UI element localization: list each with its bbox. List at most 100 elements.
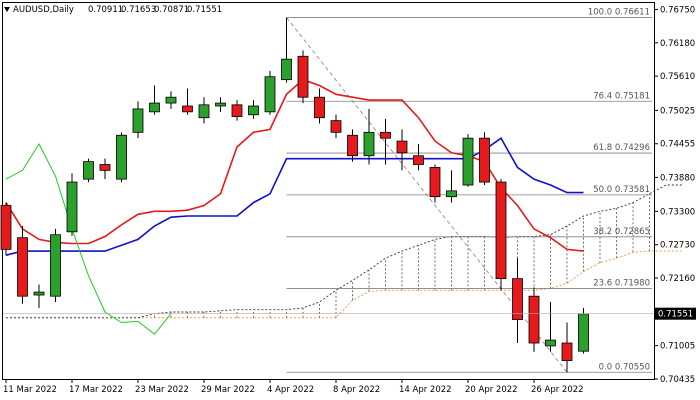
candle-body	[0, 205, 12, 250]
bull-candle	[545, 302, 556, 352]
fibo-level-label: 38.2 0.72865	[593, 227, 650, 237]
bull-candle	[462, 134, 474, 187]
open-value: 0.70911	[88, 5, 123, 15]
candle-body	[281, 58, 292, 81]
y-tick-label: 0.76750	[660, 5, 695, 15]
x-tick-label: 23 Mar 2022	[135, 385, 189, 395]
fibonacci-retracement[interactable]: 100.0 0.76611 76.4 0.75181 61.8 0.74296 50.…	[286, 8, 653, 373]
current-price-label: 0.71551	[658, 310, 693, 320]
x-axis: 11 Mar 2022 17 Mar 2022 23 Mar 2022 29 Mar …	[3, 379, 584, 395]
bear-candle	[0, 202, 12, 256]
bear-candle	[495, 179, 507, 291]
bear-candle	[99, 158, 111, 180]
x-tick-label: 14 Apr 2022	[399, 385, 452, 395]
x-tick-label: 26 Apr 2022	[531, 385, 584, 395]
candle-body	[314, 96, 325, 119]
y-tick-label: 0.72160	[660, 274, 695, 284]
candle-body	[363, 131, 375, 157]
bear-candle	[182, 88, 193, 115]
candle-body	[215, 102, 226, 107]
bull-candle	[165, 91, 177, 109]
bull-candle	[132, 101, 144, 139]
candle-body	[182, 105, 193, 113]
bear-candle	[347, 129, 358, 162]
candle-body	[33, 291, 45, 296]
candle-body	[297, 55, 309, 98]
y-axis: 0.76750 0.76180 0.75610 0.75025 0.74455 0.738…	[3, 5, 696, 385]
y-tick-label: 0.75025	[660, 106, 695, 116]
collapse-arrow-icon[interactable]	[4, 7, 10, 12]
candle-body	[528, 295, 540, 344]
y-tick-label: 0.70435	[660, 375, 695, 385]
candle-body	[429, 167, 441, 198]
candle-body	[99, 164, 111, 171]
bear-candle	[314, 88, 325, 124]
chikou-line	[5, 142, 172, 335]
bull-candle	[446, 170, 457, 203]
candle-body	[578, 313, 589, 352]
bull-candle	[578, 307, 589, 354]
bull-candle	[363, 108, 375, 165]
bear-candle	[413, 144, 424, 171]
candle-body	[380, 131, 391, 139]
x-tick-label: 29 Mar 2022	[201, 385, 255, 395]
y-tick-label: 0.72730	[660, 241, 695, 251]
low-value: 0.70871	[154, 5, 189, 15]
bear-candle	[297, 50, 309, 104]
fibo-level-label: 100.0 0.76611	[588, 8, 650, 18]
candle-body	[149, 102, 160, 113]
y-tick-label: 0.71005	[660, 342, 695, 352]
candle-body	[495, 181, 507, 280]
bear-candle	[561, 322, 573, 373]
bull-candle	[248, 100, 259, 119]
candle-body	[479, 137, 490, 183]
x-tick-label: 8 Apr 2022	[333, 385, 380, 395]
high-value: 0.71653	[121, 5, 156, 15]
senkou-span-b-line	[6, 184, 683, 319]
x-tick-label: 17 Mar 2022	[69, 385, 123, 395]
bear-candle	[396, 129, 408, 171]
bear-candle	[512, 258, 523, 344]
bull-candle	[66, 173, 78, 236]
bull-candle	[215, 97, 226, 112]
bear-candle	[17, 225, 28, 304]
candle-body	[264, 76, 276, 113]
bull-candle	[281, 17, 292, 83]
symbol-label: AUDUSD,Daily	[13, 5, 74, 15]
fibo-level-label: 76.4 0.75181	[593, 91, 650, 101]
y-tick-label: 0.74455	[660, 140, 695, 150]
bull-candle	[83, 158, 94, 183]
fibo-level-label: 50.0 0.73581	[593, 185, 650, 195]
close-value: 0.71551	[187, 5, 222, 15]
candle-body	[561, 342, 573, 361]
candle-body	[83, 161, 94, 180]
candle-body	[413, 155, 424, 165]
fibo-level-label: 23.6 0.71980	[593, 279, 650, 289]
candle-body	[116, 134, 127, 180]
bull-candle	[33, 284, 45, 308]
candle-body	[17, 237, 28, 297]
candle-body	[198, 104, 210, 119]
bull-candle	[50, 228, 61, 303]
candle-body	[231, 104, 243, 117]
x-tick-label: 20 Apr 2022	[465, 385, 518, 395]
x-tick-label: 4 Apr 2022	[267, 385, 314, 395]
candle-body	[330, 120, 342, 133]
y-tick-label: 0.73880	[660, 173, 695, 183]
candle-body	[462, 137, 474, 186]
current-price-box	[655, 307, 696, 320]
candlestick-series	[0, 17, 589, 373]
y-tick-label: 0.76180	[660, 39, 695, 49]
bear-candle	[479, 132, 490, 186]
candle-body	[248, 105, 259, 116]
bear-candle	[429, 164, 441, 203]
y-tick-label: 0.75610	[660, 72, 695, 82]
x-tick-label: 11 Mar 2022	[3, 385, 57, 395]
bull-candle	[198, 97, 210, 124]
candle-body	[446, 190, 457, 198]
candle-body	[50, 234, 61, 297]
fibo-level-label: 0.0 0.70550	[599, 362, 650, 372]
bear-candle	[231, 100, 243, 121]
